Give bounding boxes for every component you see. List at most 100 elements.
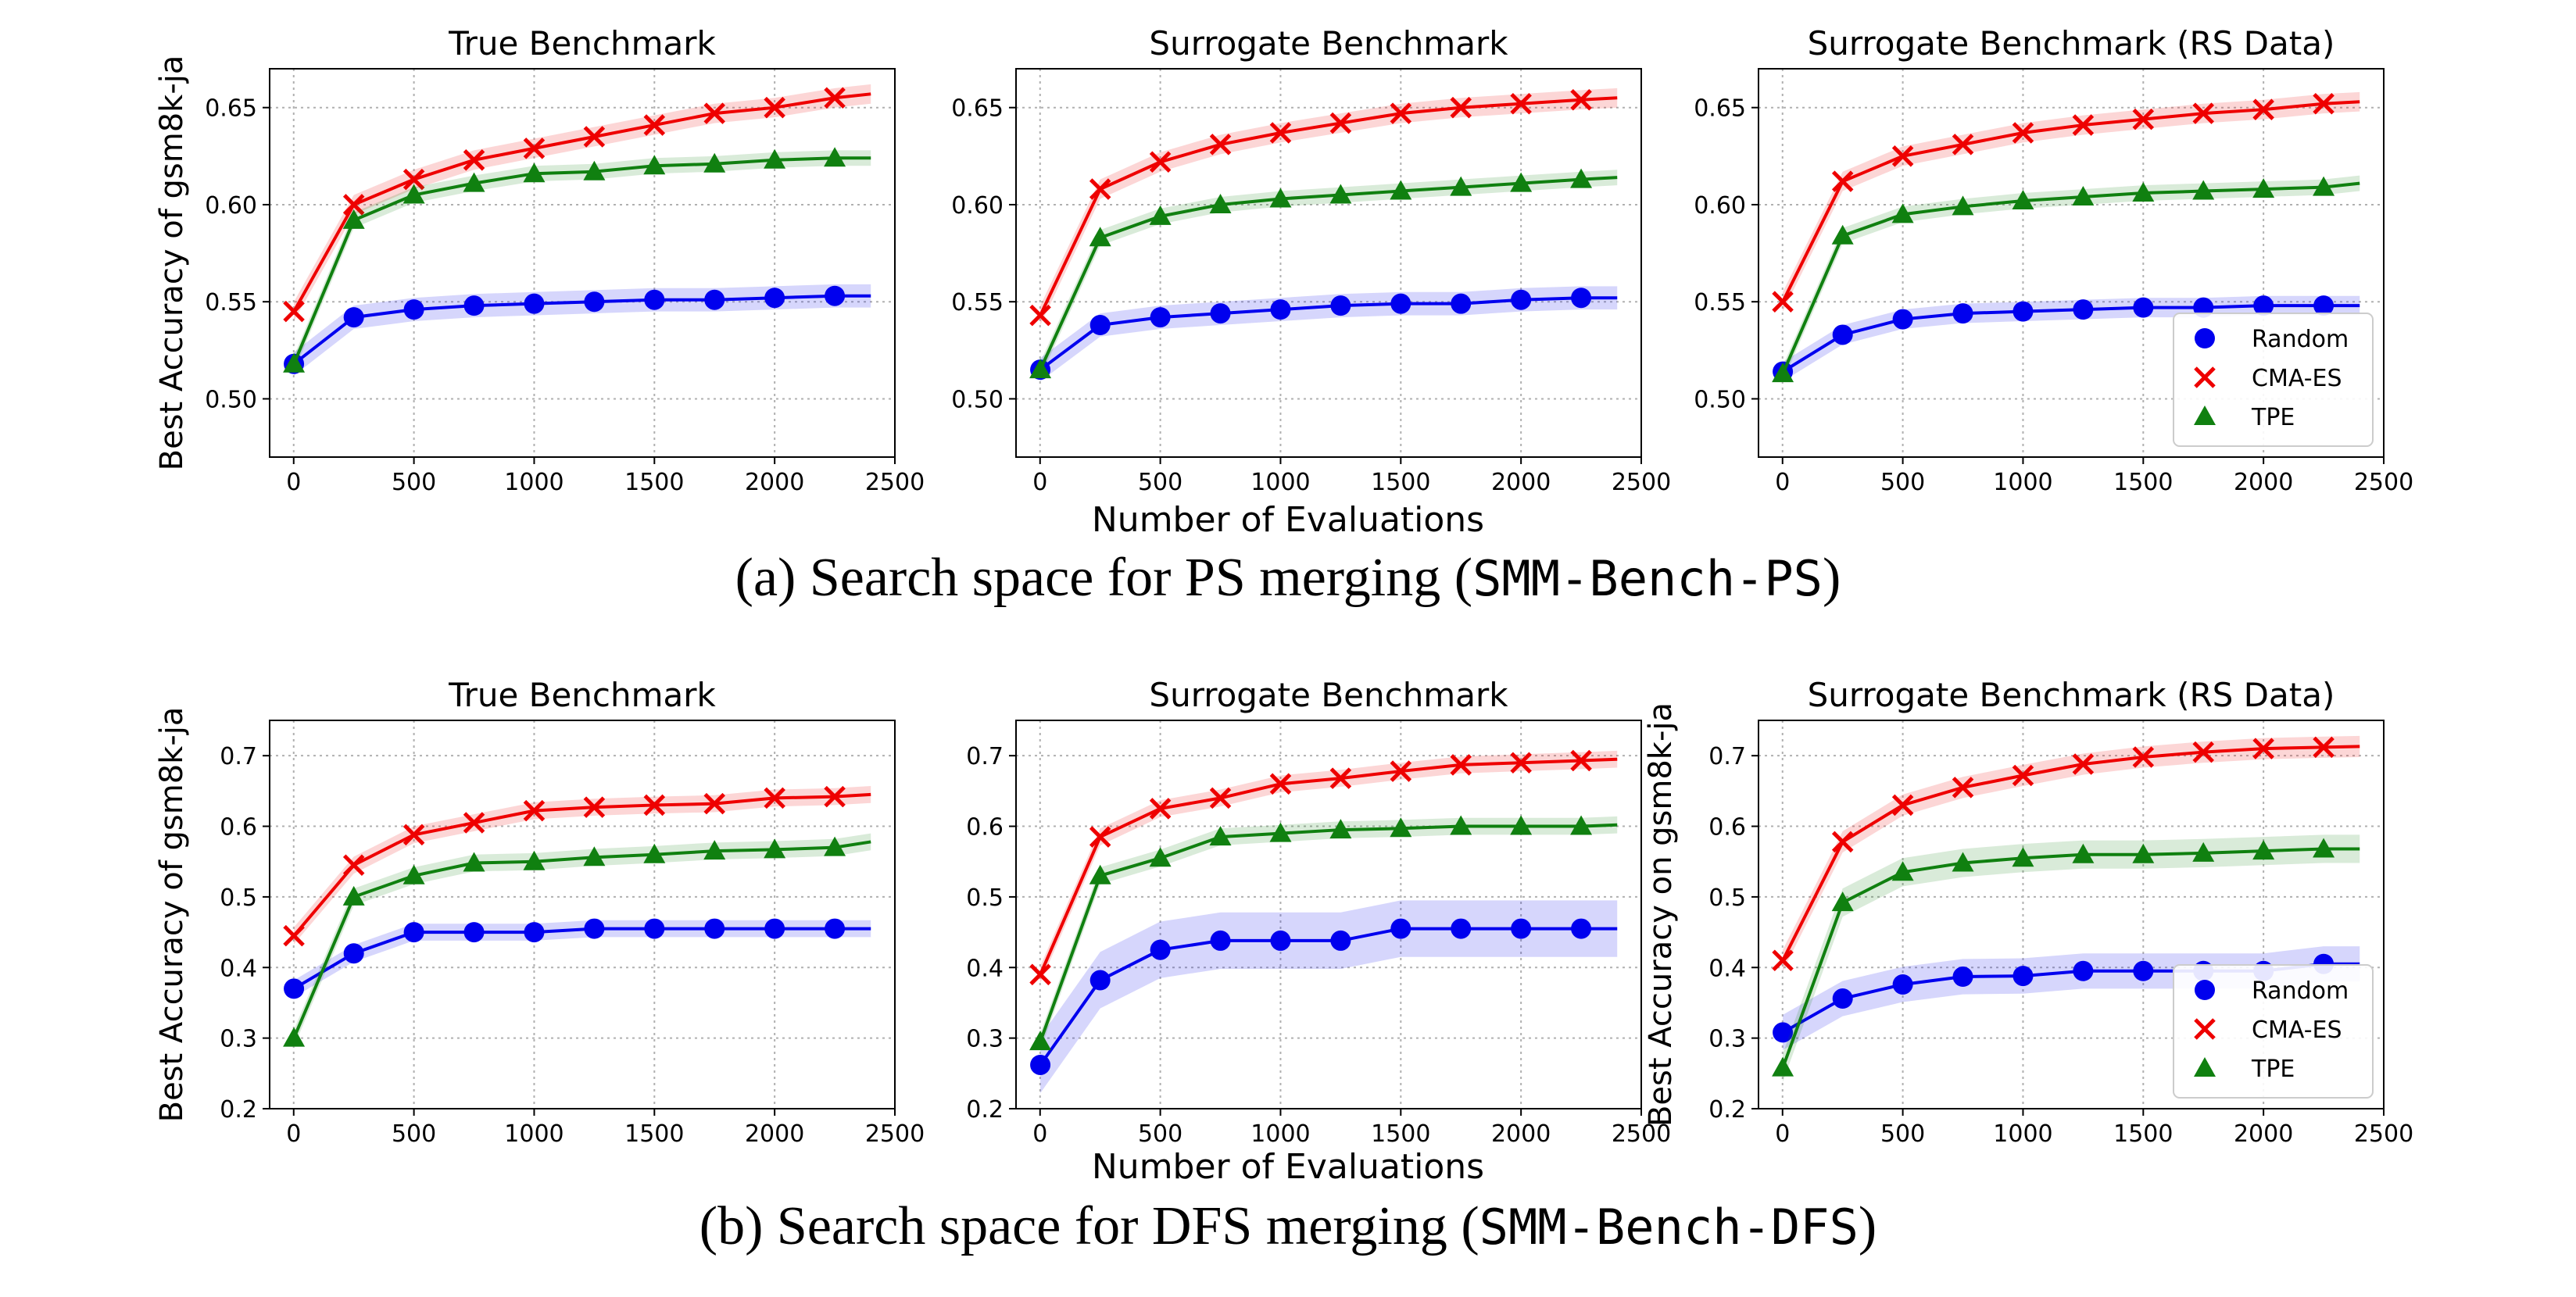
marker-random (1210, 303, 1231, 324)
x-tick-label: 1500 (2113, 469, 2173, 496)
legend-marker-cmaes (2194, 1018, 2216, 1040)
marker-cmaes (1952, 777, 1974, 799)
marker-cmaes (1952, 134, 1974, 155)
marker-cmaes (402, 168, 425, 191)
y-tick-label: 0.2 (966, 1096, 1004, 1124)
marker-tpe (2072, 843, 2095, 863)
marker-random (1330, 295, 1351, 316)
marker-cmaes (764, 787, 785, 809)
marker-cmaes (703, 102, 725, 124)
x-tick-label: 2500 (1612, 469, 1671, 496)
marker-tpe (1390, 180, 1412, 200)
marker-tpe (764, 838, 786, 859)
x-tick-label: 500 (1880, 469, 1925, 496)
y-tick-label: 0.60 (951, 192, 1004, 220)
marker-random (1511, 289, 1532, 310)
marker-tpe (1029, 1031, 1052, 1051)
panel-title: True Benchmark (448, 24, 716, 63)
marker-random (1892, 974, 1913, 995)
x-tick-label: 500 (392, 1120, 436, 1148)
legend-marker-random (2195, 328, 2215, 348)
marker-tpe (342, 209, 365, 229)
caption-a-prefix: (a) Search space for PS merging ( (735, 548, 1473, 608)
marker-tpe (402, 864, 425, 884)
marker-cmaes (2313, 92, 2334, 115)
series-group (1029, 749, 1618, 1094)
marker-random (704, 289, 725, 310)
series-band-cmaes (1040, 750, 1618, 984)
plot-frame (1758, 68, 2385, 458)
marker-tpe (2012, 189, 2034, 209)
marker-tpe (2192, 180, 2215, 200)
marker-random (1773, 1022, 1794, 1043)
chart-panel-1: 0 500 1000 1500 2000 2500 0.50 0.55 0.60 0.65 True… (154, 24, 925, 496)
marker-cmaes (2012, 764, 2034, 787)
x-tick-label: 2000 (1491, 469, 1551, 496)
y-tick-label: 0.7 (220, 743, 257, 770)
marker-cmaes (1149, 798, 1172, 820)
y-tick-label: 0.4 (220, 955, 257, 982)
marker-tpe (2313, 838, 2335, 858)
series-band-cmaes (1783, 91, 2360, 312)
marker-tpe (1510, 815, 1533, 835)
marker-tpe (1891, 861, 1914, 881)
marker-random (825, 918, 846, 939)
series-band-tpe (1040, 170, 1618, 378)
marker-tpe (2072, 186, 2095, 206)
marker-random (2253, 295, 2274, 316)
marker-tpe (1772, 1056, 1794, 1077)
series-band-cmaes (1040, 88, 1618, 326)
y-tick-label: 0.3 (966, 1026, 1004, 1053)
marker-tpe (1450, 176, 1472, 196)
marker-tpe (2252, 178, 2275, 198)
marker-cmaes (1269, 122, 1292, 144)
shared-xlabel-row-a: Number of Evaluations (1091, 500, 1485, 540)
marker-random (1089, 315, 1111, 336)
chart-panel-2: 0 500 1000 1500 2000 2500 0.50 0.55 0.60 0.65 Surr… (951, 24, 1671, 496)
marker-cmaes (764, 96, 785, 119)
marker-random (764, 918, 785, 939)
marker-cmaes (1570, 749, 1592, 772)
panel-title: Surrogate Benchmark (1149, 24, 1508, 63)
marker-cmaes (1831, 170, 1854, 192)
marker-tpe (824, 147, 846, 167)
plot-frame (269, 68, 896, 458)
marker-tpe (643, 155, 666, 175)
marker-tpe (1831, 891, 1854, 912)
marker-random (2012, 301, 2034, 322)
y-axis-label: Best Accuracy on gsm8k-ja (1643, 702, 1679, 1127)
marker-random (1390, 918, 1411, 939)
marker-tpe (583, 846, 606, 866)
series-band-tpe (1783, 834, 2360, 1082)
plot-frame (269, 720, 896, 1109)
marker-cmaes (1891, 145, 1914, 167)
series-band-random (1040, 286, 1618, 382)
y-tick-label: 0.55 (1694, 289, 1746, 316)
marker-random (1390, 293, 1411, 314)
marker-tpe (1269, 188, 1292, 208)
marker-tpe (1329, 819, 1352, 839)
marker-cmaes (1510, 92, 1532, 115)
marker-tpe (1089, 227, 1111, 247)
marker-tpe (1510, 172, 1533, 192)
marker-tpe (402, 184, 425, 204)
marker-cmaes (1209, 787, 1232, 809)
marker-random (1571, 918, 1592, 939)
marker-cmaes (342, 854, 365, 877)
marker-cmaes (1149, 151, 1172, 173)
marker-cmaes (824, 87, 846, 109)
x-tick-label: 500 (1880, 1120, 1925, 1148)
marker-random (463, 922, 485, 943)
series-band-random (1040, 900, 1618, 1094)
legend-label-cmaes: CMA-ES (2252, 1017, 2342, 1044)
marker-random (1832, 988, 1853, 1009)
series-band-random (294, 920, 871, 998)
legend-marker-tpe (2194, 406, 2216, 425)
marker-tpe (583, 160, 606, 180)
marker-tpe (1831, 224, 1854, 245)
marker-cmaes (463, 812, 485, 834)
x-tick-label: 500 (1138, 1120, 1182, 1148)
marker-tpe (1089, 864, 1111, 884)
marker-random (1270, 930, 1291, 951)
x-tick-label: 2000 (2234, 1120, 2293, 1148)
